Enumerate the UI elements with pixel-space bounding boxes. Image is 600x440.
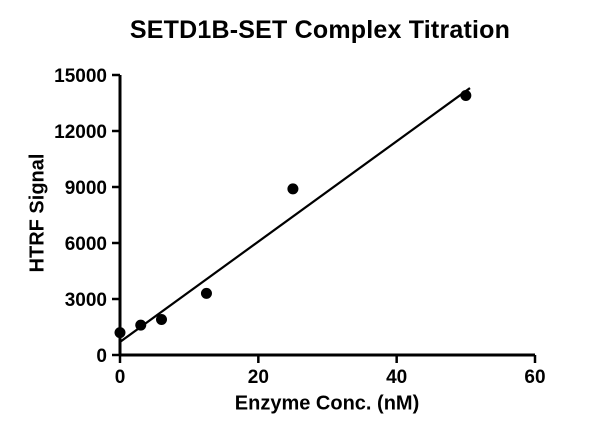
y-tick-label: 6000 xyxy=(65,234,107,255)
data-point xyxy=(200,287,212,299)
y-tick-label: 15000 xyxy=(54,66,107,87)
x-tick-label: 0 xyxy=(115,367,126,388)
x-tick-label: 20 xyxy=(248,367,269,388)
data-point xyxy=(287,183,299,195)
data-point xyxy=(156,314,167,326)
data-point xyxy=(460,90,472,102)
chart-title: SETD1B-SET Complex Titration xyxy=(129,16,511,44)
y-tick-label: 12000 xyxy=(54,122,107,143)
x-tick-label: 40 xyxy=(386,367,407,388)
y-tick-label: 0 xyxy=(96,346,107,367)
x-tick-label: 60 xyxy=(524,367,545,388)
y-tick-label: 9000 xyxy=(65,178,107,199)
y-tick-label: 3000 xyxy=(65,290,107,311)
data-point xyxy=(114,327,126,339)
fit-line xyxy=(119,87,471,343)
x-axis-label: Enzyme Conc. (nM) xyxy=(234,392,420,415)
data-point xyxy=(135,319,147,331)
